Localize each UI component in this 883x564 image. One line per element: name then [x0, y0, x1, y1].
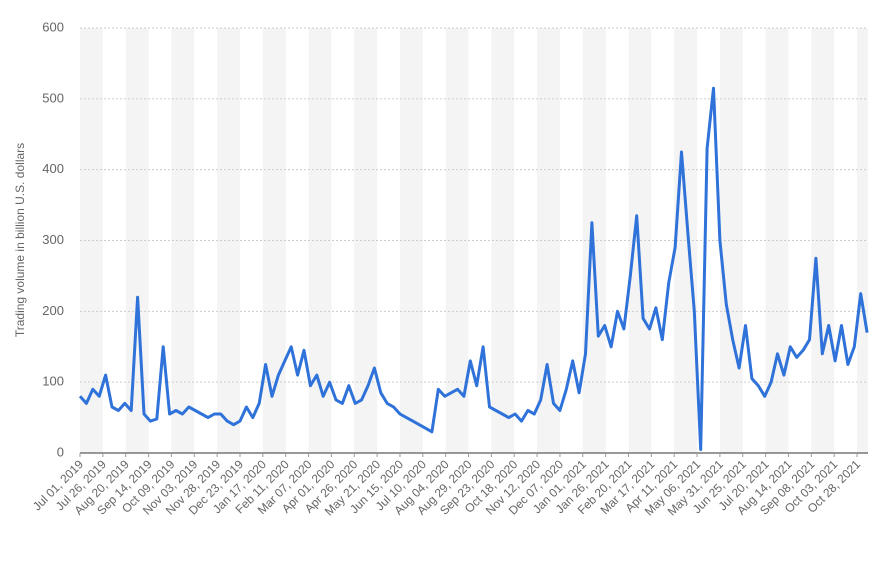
band	[491, 28, 515, 453]
band	[80, 28, 103, 453]
y-axis-label: Trading volume in billion U.S. dollars	[13, 143, 27, 337]
y-tick-label: 300	[42, 232, 64, 247]
band	[719, 28, 743, 453]
band	[399, 28, 423, 453]
data-line	[78, 86, 869, 451]
band	[628, 28, 652, 453]
y-tick-label: 200	[42, 303, 64, 318]
band	[811, 28, 835, 453]
band	[308, 28, 332, 453]
band	[171, 28, 195, 453]
band	[262, 28, 286, 453]
band	[857, 28, 868, 453]
y-tick-label: 600	[42, 19, 64, 34]
y-tick-label: 500	[42, 90, 64, 105]
y-tick-label: 0	[57, 444, 64, 459]
y-tick-label: 100	[42, 374, 64, 389]
y-tick-label: 400	[42, 161, 64, 176]
